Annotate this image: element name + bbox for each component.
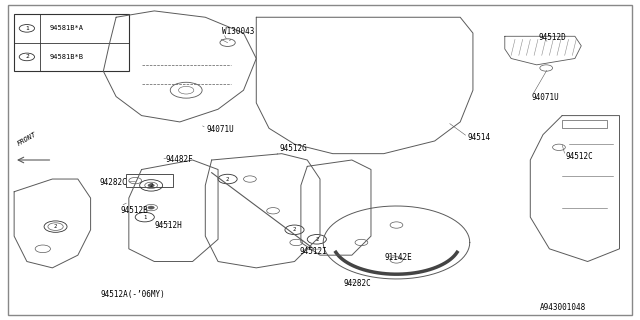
Text: 94512I: 94512I	[300, 246, 327, 256]
Text: 94512G: 94512G	[279, 144, 307, 153]
Circle shape	[148, 206, 154, 209]
Text: 91142E: 91142E	[385, 253, 413, 262]
Text: 94514: 94514	[468, 133, 491, 142]
Text: 94581B*A: 94581B*A	[49, 25, 83, 31]
Circle shape	[148, 184, 154, 187]
Text: A943001048: A943001048	[540, 303, 586, 312]
Bar	[14, 14, 129, 71]
Bar	[562, 120, 607, 128]
Text: 94512B: 94512B	[120, 206, 148, 215]
Text: 94512H: 94512H	[155, 220, 182, 229]
Text: 94512D: 94512D	[539, 33, 566, 42]
Text: 94512C: 94512C	[565, 152, 593, 161]
Text: 94512A(-’06MY): 94512A(-’06MY)	[100, 290, 165, 299]
Text: 94482F: 94482F	[166, 155, 193, 164]
Text: 2: 2	[226, 177, 229, 181]
Text: 2: 2	[54, 224, 57, 229]
Text: 1: 1	[143, 215, 147, 220]
Text: 94282C: 94282C	[100, 178, 127, 187]
Text: 94581B*B: 94581B*B	[49, 54, 83, 60]
Text: 2: 2	[293, 227, 296, 232]
Text: 2: 2	[25, 54, 29, 60]
Text: FRONT: FRONT	[16, 132, 38, 147]
Text: W130043: W130043	[222, 27, 254, 36]
Text: 94282C: 94282C	[344, 279, 371, 288]
Text: 2: 2	[315, 237, 319, 242]
Text: 1: 1	[25, 26, 29, 31]
Text: 94071U: 94071U	[207, 125, 234, 134]
Text: 2: 2	[150, 183, 153, 188]
Bar	[125, 174, 173, 187]
Text: 94071U: 94071U	[532, 93, 559, 102]
